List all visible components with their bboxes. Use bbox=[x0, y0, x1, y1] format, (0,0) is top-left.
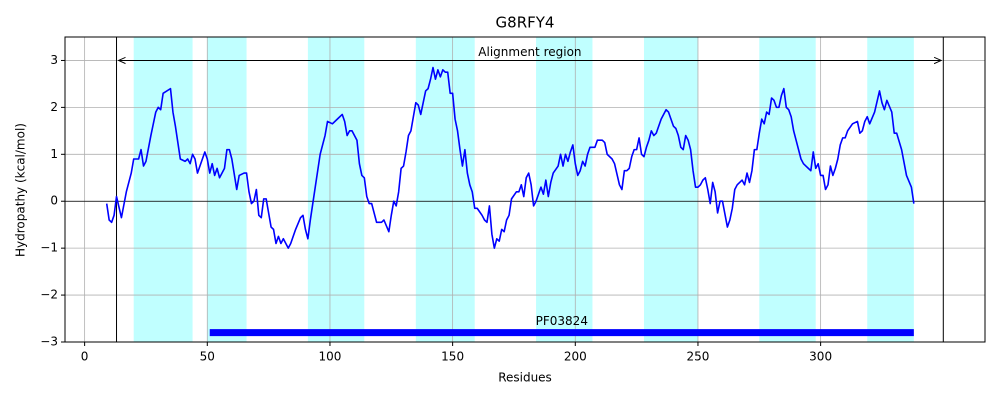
x-tick-label: 50 bbox=[200, 350, 215, 364]
y-tick-label: 2 bbox=[50, 100, 58, 114]
plot-frame bbox=[64, 36, 986, 343]
highlight-region bbox=[643, 37, 698, 342]
hydropathy-line bbox=[105, 66, 915, 249]
x-tick-label: 200 bbox=[564, 350, 587, 364]
domain-label: PF03824 bbox=[536, 314, 588, 328]
highlight-region bbox=[536, 37, 593, 342]
y-tick-label: 1 bbox=[50, 147, 58, 161]
highlight-region bbox=[415, 37, 475, 342]
y-tick-label: 0 bbox=[50, 194, 58, 208]
highlight-region bbox=[759, 37, 816, 342]
y-tick-label: −3 bbox=[40, 335, 58, 349]
x-axis-label: Residues bbox=[498, 371, 552, 385]
annotation-text: Alignment region bbox=[478, 45, 581, 59]
x-tick-label: 150 bbox=[441, 350, 464, 364]
highlight-region bbox=[133, 37, 193, 342]
domain-bar bbox=[209, 329, 914, 337]
x-tick-label: 300 bbox=[809, 350, 832, 364]
chart-title: G8RFY4 bbox=[496, 14, 555, 32]
x-tick-label: 100 bbox=[319, 350, 342, 364]
x-tick-label: 0 bbox=[81, 350, 89, 364]
y-axis-label: Hydropathy (kcal/mol) bbox=[14, 123, 28, 257]
highlight-region bbox=[867, 37, 914, 342]
y-tick-label: −1 bbox=[40, 241, 58, 255]
x-tick-label: 250 bbox=[687, 350, 710, 364]
y-tick-label: 3 bbox=[50, 53, 58, 67]
highlight-region bbox=[307, 37, 365, 342]
highlight-region bbox=[207, 37, 247, 342]
y-tick-label: −2 bbox=[40, 288, 58, 302]
